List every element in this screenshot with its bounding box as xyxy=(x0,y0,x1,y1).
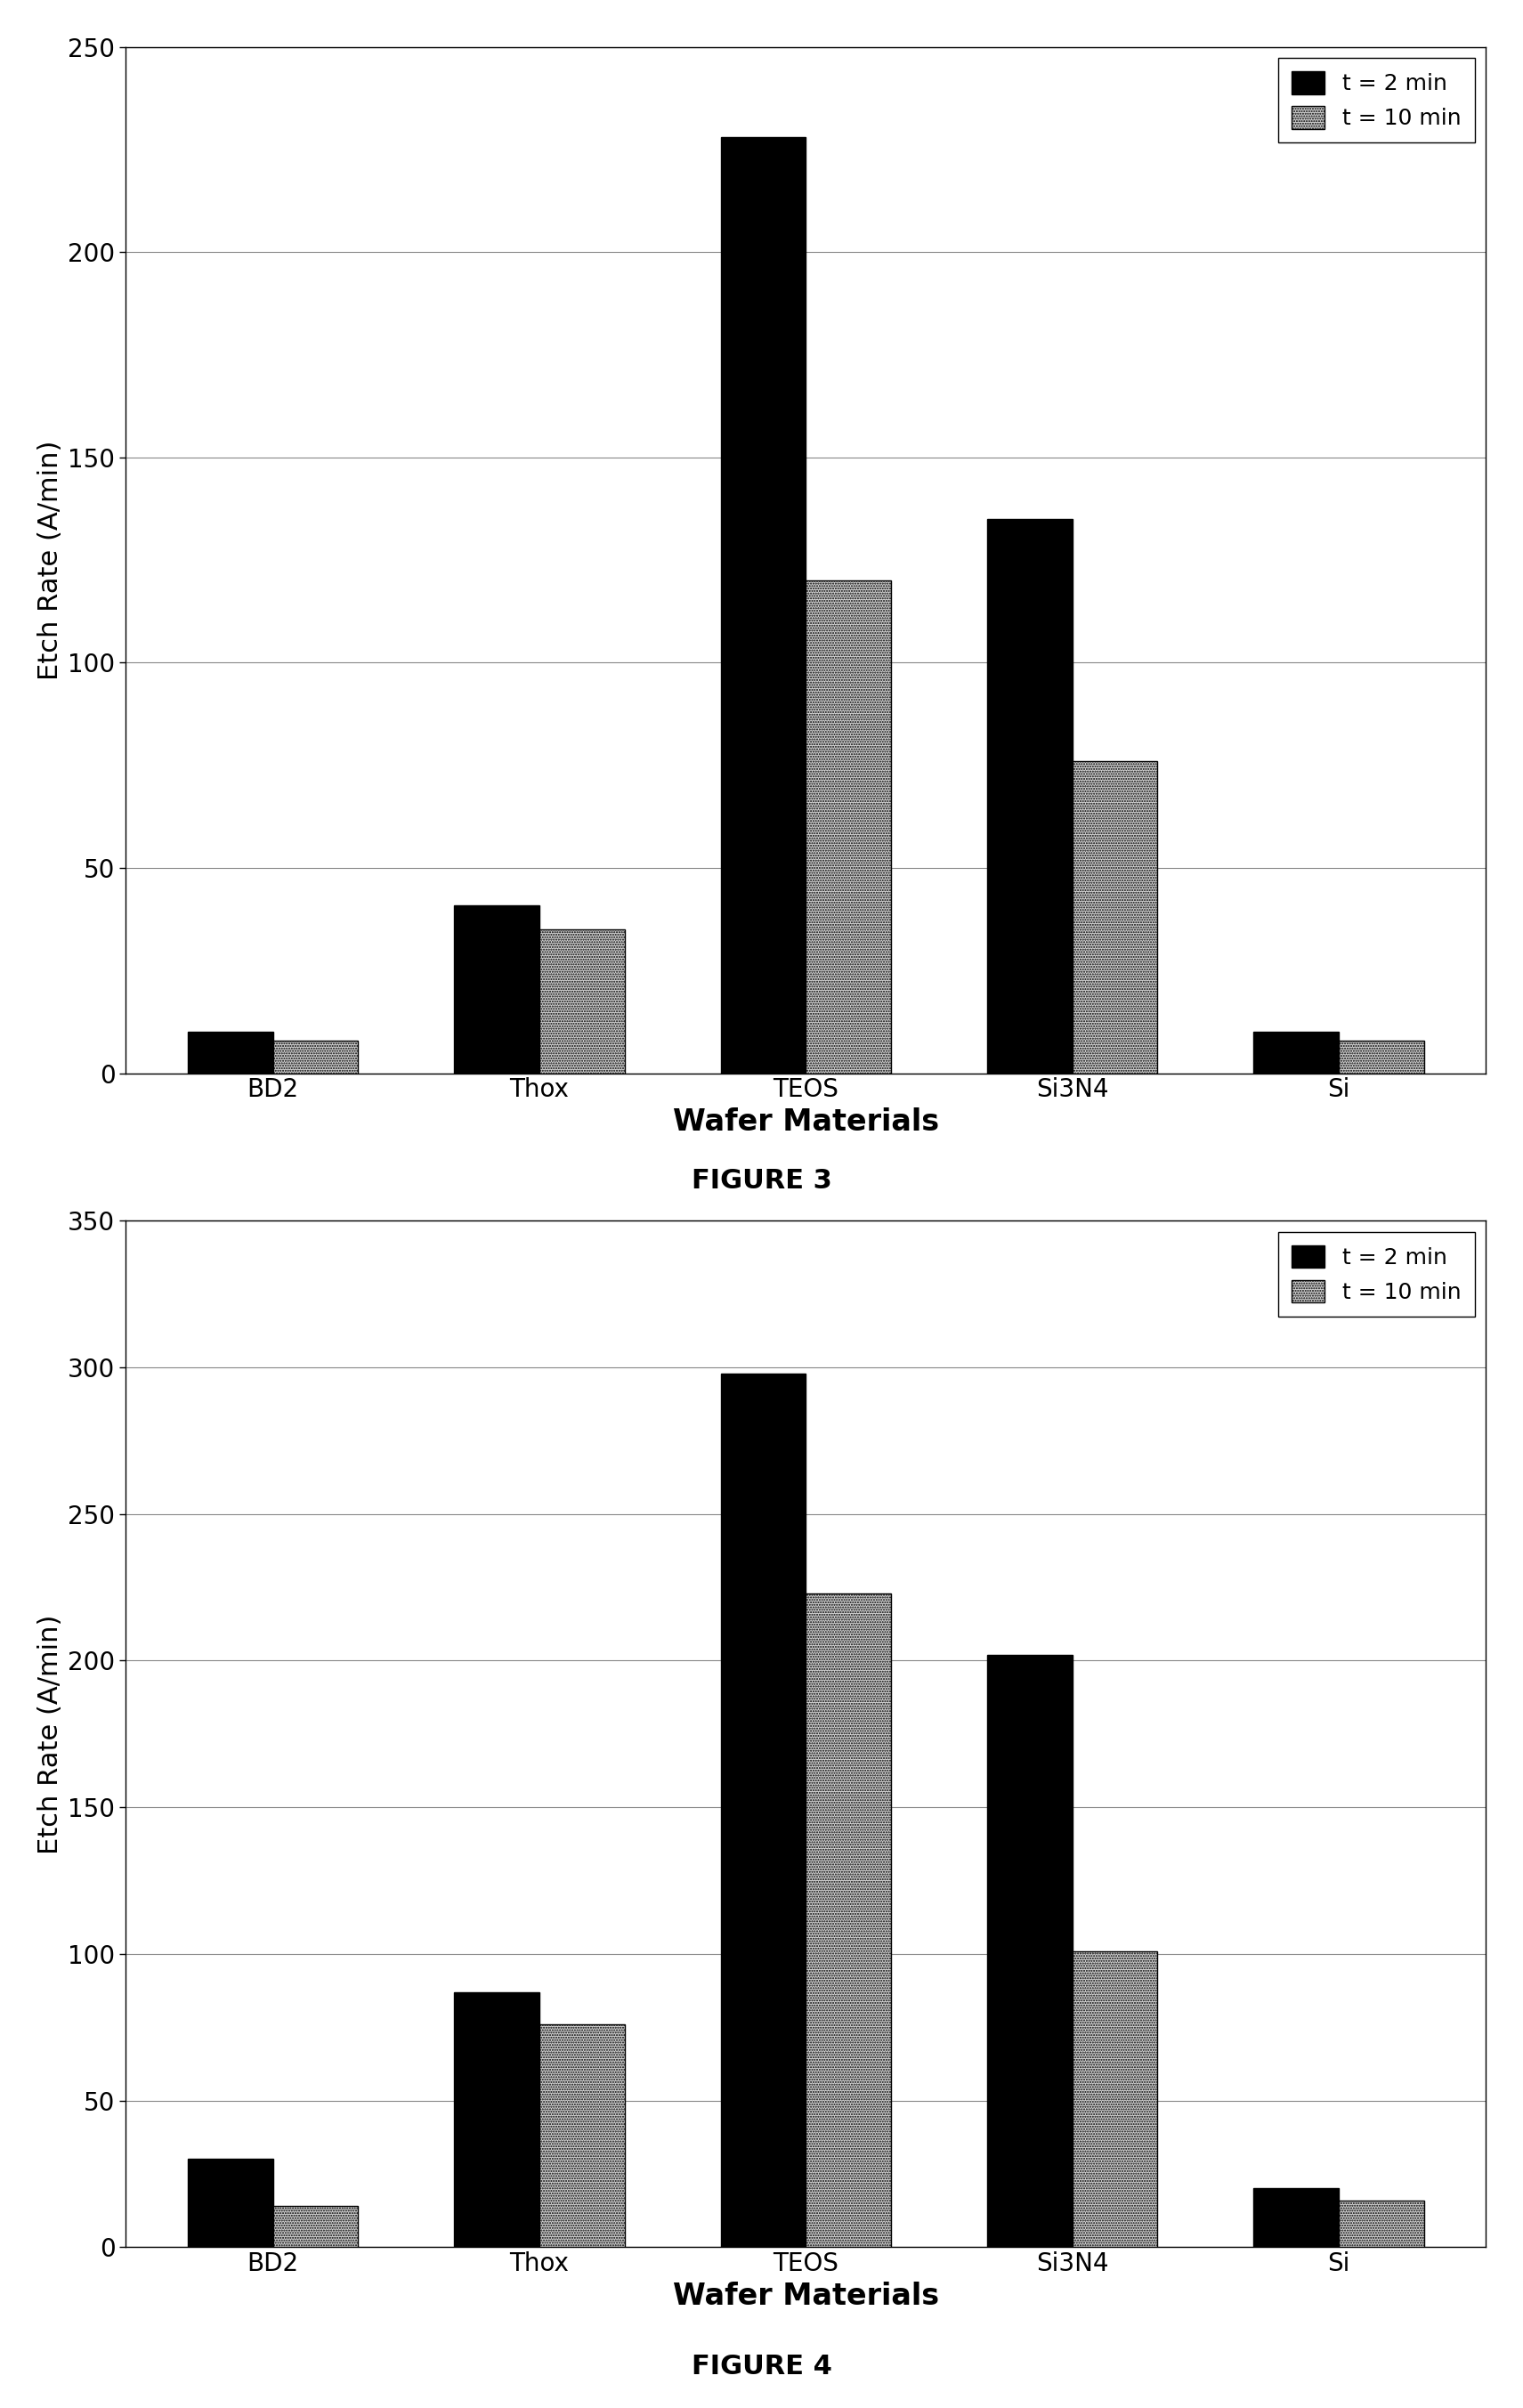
Bar xyxy=(806,1594,891,2247)
Bar xyxy=(1253,1033,1339,1074)
X-axis label: Wafer Materials: Wafer Materials xyxy=(673,1108,940,1137)
Bar xyxy=(1072,761,1157,1074)
Text: FIGURE 4: FIGURE 4 xyxy=(691,2353,832,2379)
Bar xyxy=(987,1654,1072,2247)
Legend: t = 2 min, t = 10 min: t = 2 min, t = 10 min xyxy=(1278,1233,1474,1317)
Bar xyxy=(720,1373,806,2247)
Bar xyxy=(987,520,1072,1074)
Bar xyxy=(187,2160,273,2247)
Bar xyxy=(187,1033,273,1074)
Bar xyxy=(720,137,806,1074)
Bar xyxy=(1253,2189,1339,2247)
Bar xyxy=(1339,2201,1424,2247)
Bar xyxy=(539,929,624,1074)
Bar xyxy=(1072,1950,1157,2247)
Bar xyxy=(539,2025,624,2247)
Bar xyxy=(454,905,539,1074)
Legend: t = 2 min, t = 10 min: t = 2 min, t = 10 min xyxy=(1278,58,1474,142)
Y-axis label: Etch Rate (A/min): Etch Rate (A/min) xyxy=(37,441,62,679)
Y-axis label: Etch Rate (A/min): Etch Rate (A/min) xyxy=(37,1613,62,1854)
Bar xyxy=(454,1991,539,2247)
Bar xyxy=(1339,1040,1424,1074)
X-axis label: Wafer Materials: Wafer Materials xyxy=(673,2280,940,2312)
Text: FIGURE 3: FIGURE 3 xyxy=(691,1168,832,1194)
Bar xyxy=(273,1040,358,1074)
Bar xyxy=(806,580,891,1074)
Bar xyxy=(273,2206,358,2247)
